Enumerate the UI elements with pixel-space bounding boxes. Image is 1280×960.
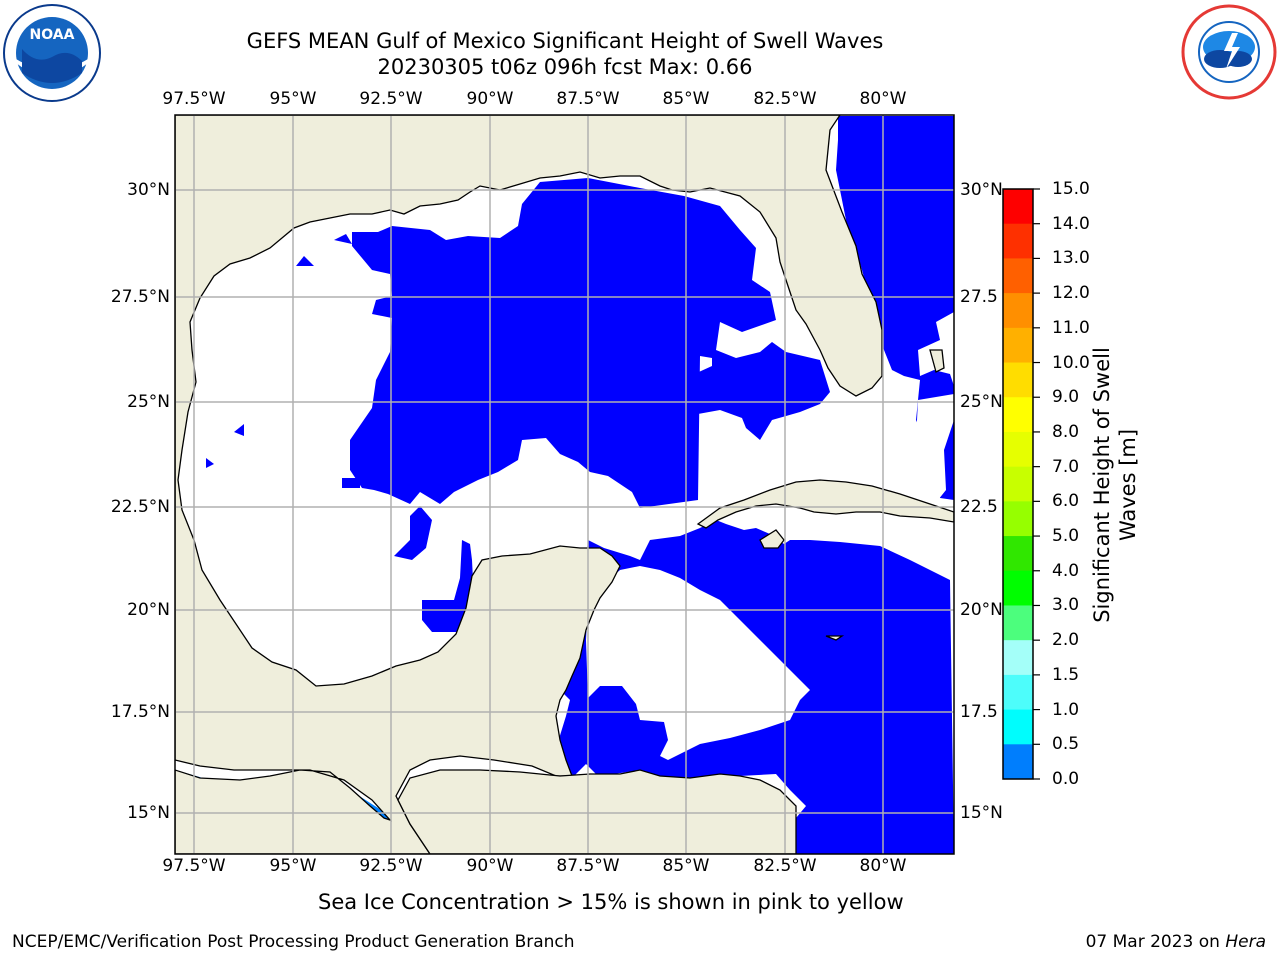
lon-label-top: 82.5°W	[753, 89, 817, 109]
footer-date-text: 07 Mar 2023 on	[1085, 932, 1226, 952]
lat-label-right: 25°N	[960, 392, 1003, 412]
colorbar-segment	[1003, 640, 1033, 676]
lat-label-right: 22.5	[960, 497, 998, 517]
lat-label-left: 27.5°N	[110, 287, 170, 307]
lat-label-left: 25°N	[127, 392, 170, 412]
colorbar-segment	[1003, 536, 1033, 572]
colorbar-tick-label: 3.0	[1052, 595, 1080, 616]
colorbar-tick-label: 7.0	[1052, 456, 1080, 477]
lon-label-bottom: 80°W	[859, 856, 907, 876]
colorbar-segment	[1003, 466, 1033, 502]
lat-label-right: 30°N	[960, 180, 1003, 200]
lon-label-top: 85°W	[662, 89, 710, 109]
lat-label-left: 30°N	[127, 180, 170, 200]
colorbar-segment	[1003, 223, 1033, 259]
lon-label-top: 92.5°W	[359, 89, 423, 109]
plot-subtitle: 20230305 t06z 096h fcst Max: 0.66	[377, 55, 753, 79]
colorbar-segment	[1003, 570, 1033, 606]
colorbar-tick-label: 14.0	[1052, 213, 1090, 234]
colorbar-tick-label: 9.0	[1052, 387, 1080, 408]
lon-label-bottom: 97.5°W	[162, 856, 226, 876]
colorbar-tick-label: 2.0	[1052, 630, 1080, 651]
colorbar-tick-label: 1.0	[1052, 699, 1080, 720]
colorbar-segment	[1003, 431, 1033, 468]
sea-ice-note: Sea Ice Concentration > 15% is shown in …	[318, 890, 904, 914]
plot-title: GEFS MEAN Gulf of Mexico Significant Hei…	[246, 29, 884, 53]
footer-host: Hera	[1225, 932, 1266, 952]
lon-label-top: 87.5°W	[556, 89, 620, 109]
lon-label-bottom: 85°W	[662, 856, 710, 876]
colorbar-title-line1: Significant Height of Swell	[1090, 347, 1114, 623]
colorbar-segment	[1003, 362, 1033, 398]
colorbar	[1002, 188, 1040, 780]
colorbar-segment	[1003, 605, 1033, 641]
lat-label-left: 15°N	[127, 803, 170, 823]
footer-branch: NCEP/EMC/Verification Post Processing Pr…	[12, 932, 575, 952]
noaa-logo-icon: NOAA	[3, 4, 101, 102]
colorbar-tick-label: 15.0	[1052, 179, 1090, 199]
colorbar-tick-label: 10.0	[1052, 352, 1090, 373]
lat-label-right: 15°N	[960, 803, 1003, 823]
colorbar-segment	[1003, 709, 1033, 745]
lon-label-top: 80°W	[859, 89, 907, 109]
lon-label-top: 90°W	[466, 89, 514, 109]
lat-label-left: 20°N	[127, 600, 170, 620]
lat-label-right: 27.5	[960, 287, 998, 307]
colorbar-segment	[1003, 674, 1033, 711]
colorbar-tick-label: 6.0	[1052, 491, 1080, 512]
noaa-logo-text: NOAA	[30, 27, 75, 43]
colorbar-segment	[1003, 744, 1033, 780]
colorbar-segment	[1003, 293, 1033, 329]
lon-label-top: 97.5°W	[162, 89, 226, 109]
colorbar-title-line2: Waves [m]	[1116, 428, 1140, 542]
lat-label-left: 17.5°N	[110, 702, 170, 722]
lat-label-right: 17.5	[960, 702, 998, 722]
colorbar-segment	[1003, 189, 1033, 225]
map-frame	[174, 114, 955, 855]
lat-label-left: 22.5°N	[110, 497, 170, 517]
colorbar-tick-label: 4.0	[1052, 560, 1080, 581]
colorbar-segment	[1003, 258, 1033, 294]
lon-label-bottom: 82.5°W	[753, 856, 817, 876]
lat-label-right: 20°N	[960, 600, 1003, 620]
colorbar-tick-label: 1.5	[1052, 664, 1080, 685]
colorbar-tick-label: 11.0	[1052, 317, 1090, 338]
colorbar-tick-label: 0.5	[1052, 734, 1080, 755]
land-masses	[175, 115, 954, 854]
colorbar-segment	[1003, 327, 1033, 364]
colorbar-tick-label: 13.0	[1052, 248, 1090, 269]
nws-logo-icon	[1181, 4, 1277, 100]
lon-label-top: 95°W	[269, 89, 317, 109]
colorbar-tick-label: 8.0	[1052, 421, 1080, 442]
lon-label-bottom: 87.5°W	[556, 856, 620, 876]
colorbar-tick-label: 12.0	[1052, 283, 1090, 304]
colorbar-tick-label: 5.0	[1052, 526, 1080, 547]
lon-label-bottom: 92.5°W	[359, 856, 423, 876]
colorbar-tick-label: 0.0	[1052, 769, 1080, 789]
colorbar-segment	[1003, 501, 1033, 537]
footer-date: 07 Mar 2023 on Hera	[1086, 932, 1266, 952]
colorbar-segment	[1003, 397, 1033, 433]
lon-label-bottom: 90°W	[466, 856, 514, 876]
lon-label-bottom: 95°W	[269, 856, 317, 876]
graticule	[175, 115, 954, 854]
